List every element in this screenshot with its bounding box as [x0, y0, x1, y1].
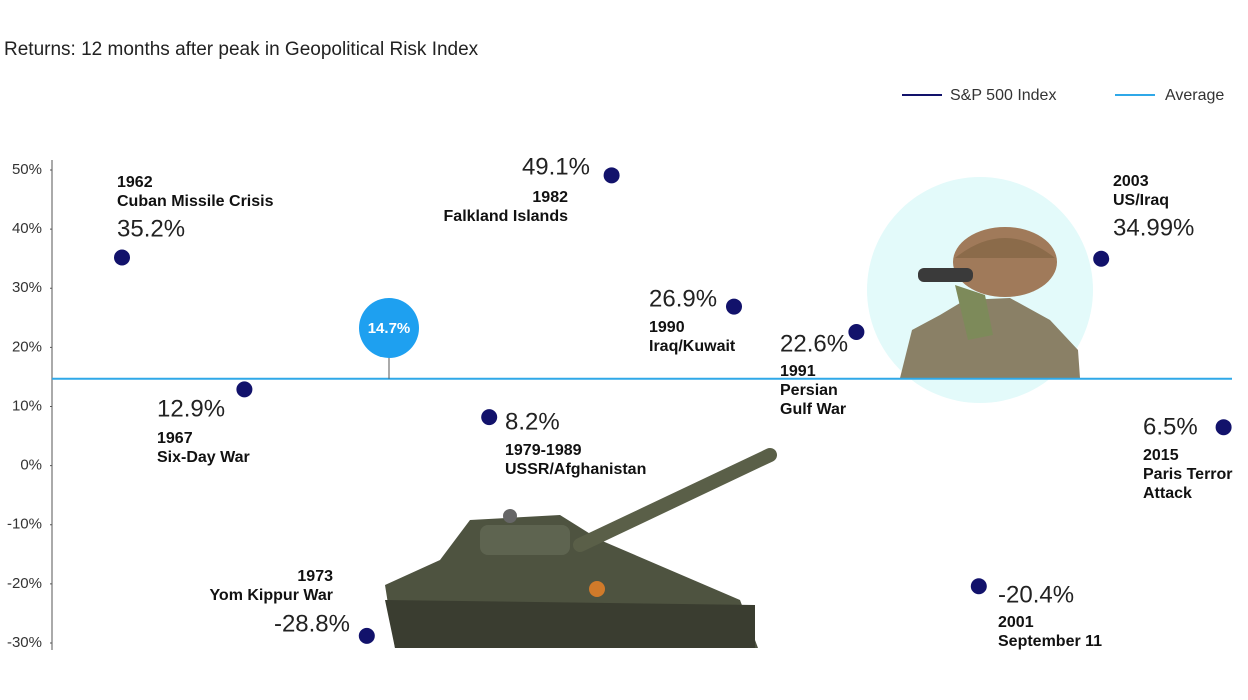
legend: S&P 500 Index Average	[902, 87, 1224, 104]
event-year: 1973	[297, 568, 333, 585]
event-name: Attack	[1143, 485, 1192, 502]
y-tick-label: -20%	[7, 575, 42, 592]
y-tick-label: -30%	[7, 634, 42, 651]
value-label: 26.9%	[649, 285, 717, 312]
soldier-illustration	[867, 177, 1093, 403]
value-label: 35.2%	[117, 215, 185, 242]
value-label: 12.9%	[157, 395, 225, 422]
legend-label: Average	[1165, 87, 1224, 104]
event-name: Cuban Missile Crisis	[117, 193, 274, 210]
data-point	[848, 324, 865, 341]
event-year: 2001	[998, 614, 1034, 631]
value-label: -20.4%	[998, 581, 1074, 608]
event-name: USSR/Afghanistan	[505, 461, 646, 478]
data-point	[236, 381, 253, 398]
y-tick-label: 40%	[12, 220, 42, 237]
event-name: Falkland Islands	[444, 208, 569, 225]
value-label: -28.8%	[274, 610, 350, 637]
data-point	[1215, 419, 1232, 436]
event-year: 1990	[649, 319, 685, 336]
y-tick-label: 50%	[12, 161, 42, 178]
event-year: 1967	[157, 430, 193, 447]
event-name: Gulf War	[780, 401, 846, 418]
event-name: Paris Terror	[1143, 466, 1233, 483]
y-tick-label: 30%	[12, 279, 42, 296]
tank-illustration	[385, 448, 777, 648]
value-label: 6.5%	[1143, 413, 1198, 440]
y-tick-label: 0%	[20, 457, 42, 474]
event-year: 1962	[117, 174, 153, 191]
chart-title: Returns: 12 months after peak in Geopoli…	[4, 39, 479, 60]
data-point	[481, 409, 498, 426]
event-year: 2003	[1113, 173, 1149, 190]
legend-label: S&P 500 Index	[950, 87, 1056, 104]
average-label: 14.7%	[368, 320, 411, 337]
data-point	[603, 167, 620, 184]
event-name: September 11	[998, 633, 1102, 650]
event-name: Yom Kippur War	[209, 587, 333, 604]
event-name: Persian	[780, 382, 838, 399]
event-year: 1991	[780, 363, 816, 380]
y-tick-label: -10%	[7, 516, 42, 533]
event-name: Iraq/Kuwait	[649, 338, 736, 355]
value-label: 49.1%	[522, 153, 590, 180]
average-bubble	[359, 298, 419, 358]
event-year: 1982	[532, 189, 568, 206]
value-label: 8.2%	[505, 408, 560, 435]
value-label: 22.6%	[780, 330, 848, 357]
event-name: Six-Day War	[157, 449, 250, 466]
event-year: 1979-1989	[505, 442, 582, 459]
data-point	[970, 578, 987, 595]
event-year: 2015	[1143, 447, 1179, 464]
value-label: 34.99%	[1113, 214, 1194, 241]
y-tick-label: 10%	[12, 397, 42, 414]
data-point	[358, 627, 375, 644]
y-tick-label: 20%	[12, 338, 42, 355]
data-point	[114, 249, 130, 266]
data-point	[726, 298, 742, 315]
data-point	[1093, 250, 1110, 267]
event-name: US/Iraq	[1113, 192, 1169, 209]
